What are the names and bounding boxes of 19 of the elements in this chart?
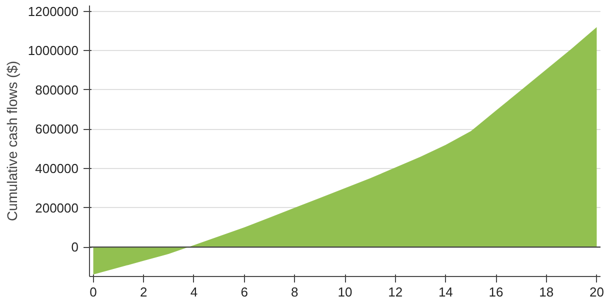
y-tick-label: 400000 [35, 160, 79, 176]
y-tick-label: 600000 [35, 122, 79, 137]
x-tick-label: 20 [589, 284, 604, 299]
x-tick-label: 2 [140, 284, 148, 299]
x-tick-label: 12 [388, 284, 403, 299]
y-tick-label: 800000 [35, 82, 79, 98]
y-tick-label: 1000000 [28, 43, 79, 58]
x-tick-label: 18 [539, 284, 554, 299]
y-tick-label: 0 [71, 240, 79, 255]
y-axis-title: Cumulative cash flows ($) [4, 60, 20, 222]
y-tick-label: 200000 [35, 200, 79, 216]
x-tick-label: 14 [438, 284, 453, 299]
x-tick-label: 4 [190, 284, 198, 299]
y-tick-label: 1200000 [28, 4, 79, 19]
x-tick-label: 10 [338, 284, 352, 299]
x-tick-label: 8 [291, 284, 298, 299]
x-tick-label: 6 [240, 284, 248, 299]
x-tick-label: 0 [90, 284, 97, 299]
x-tick-label: 16 [488, 284, 504, 299]
